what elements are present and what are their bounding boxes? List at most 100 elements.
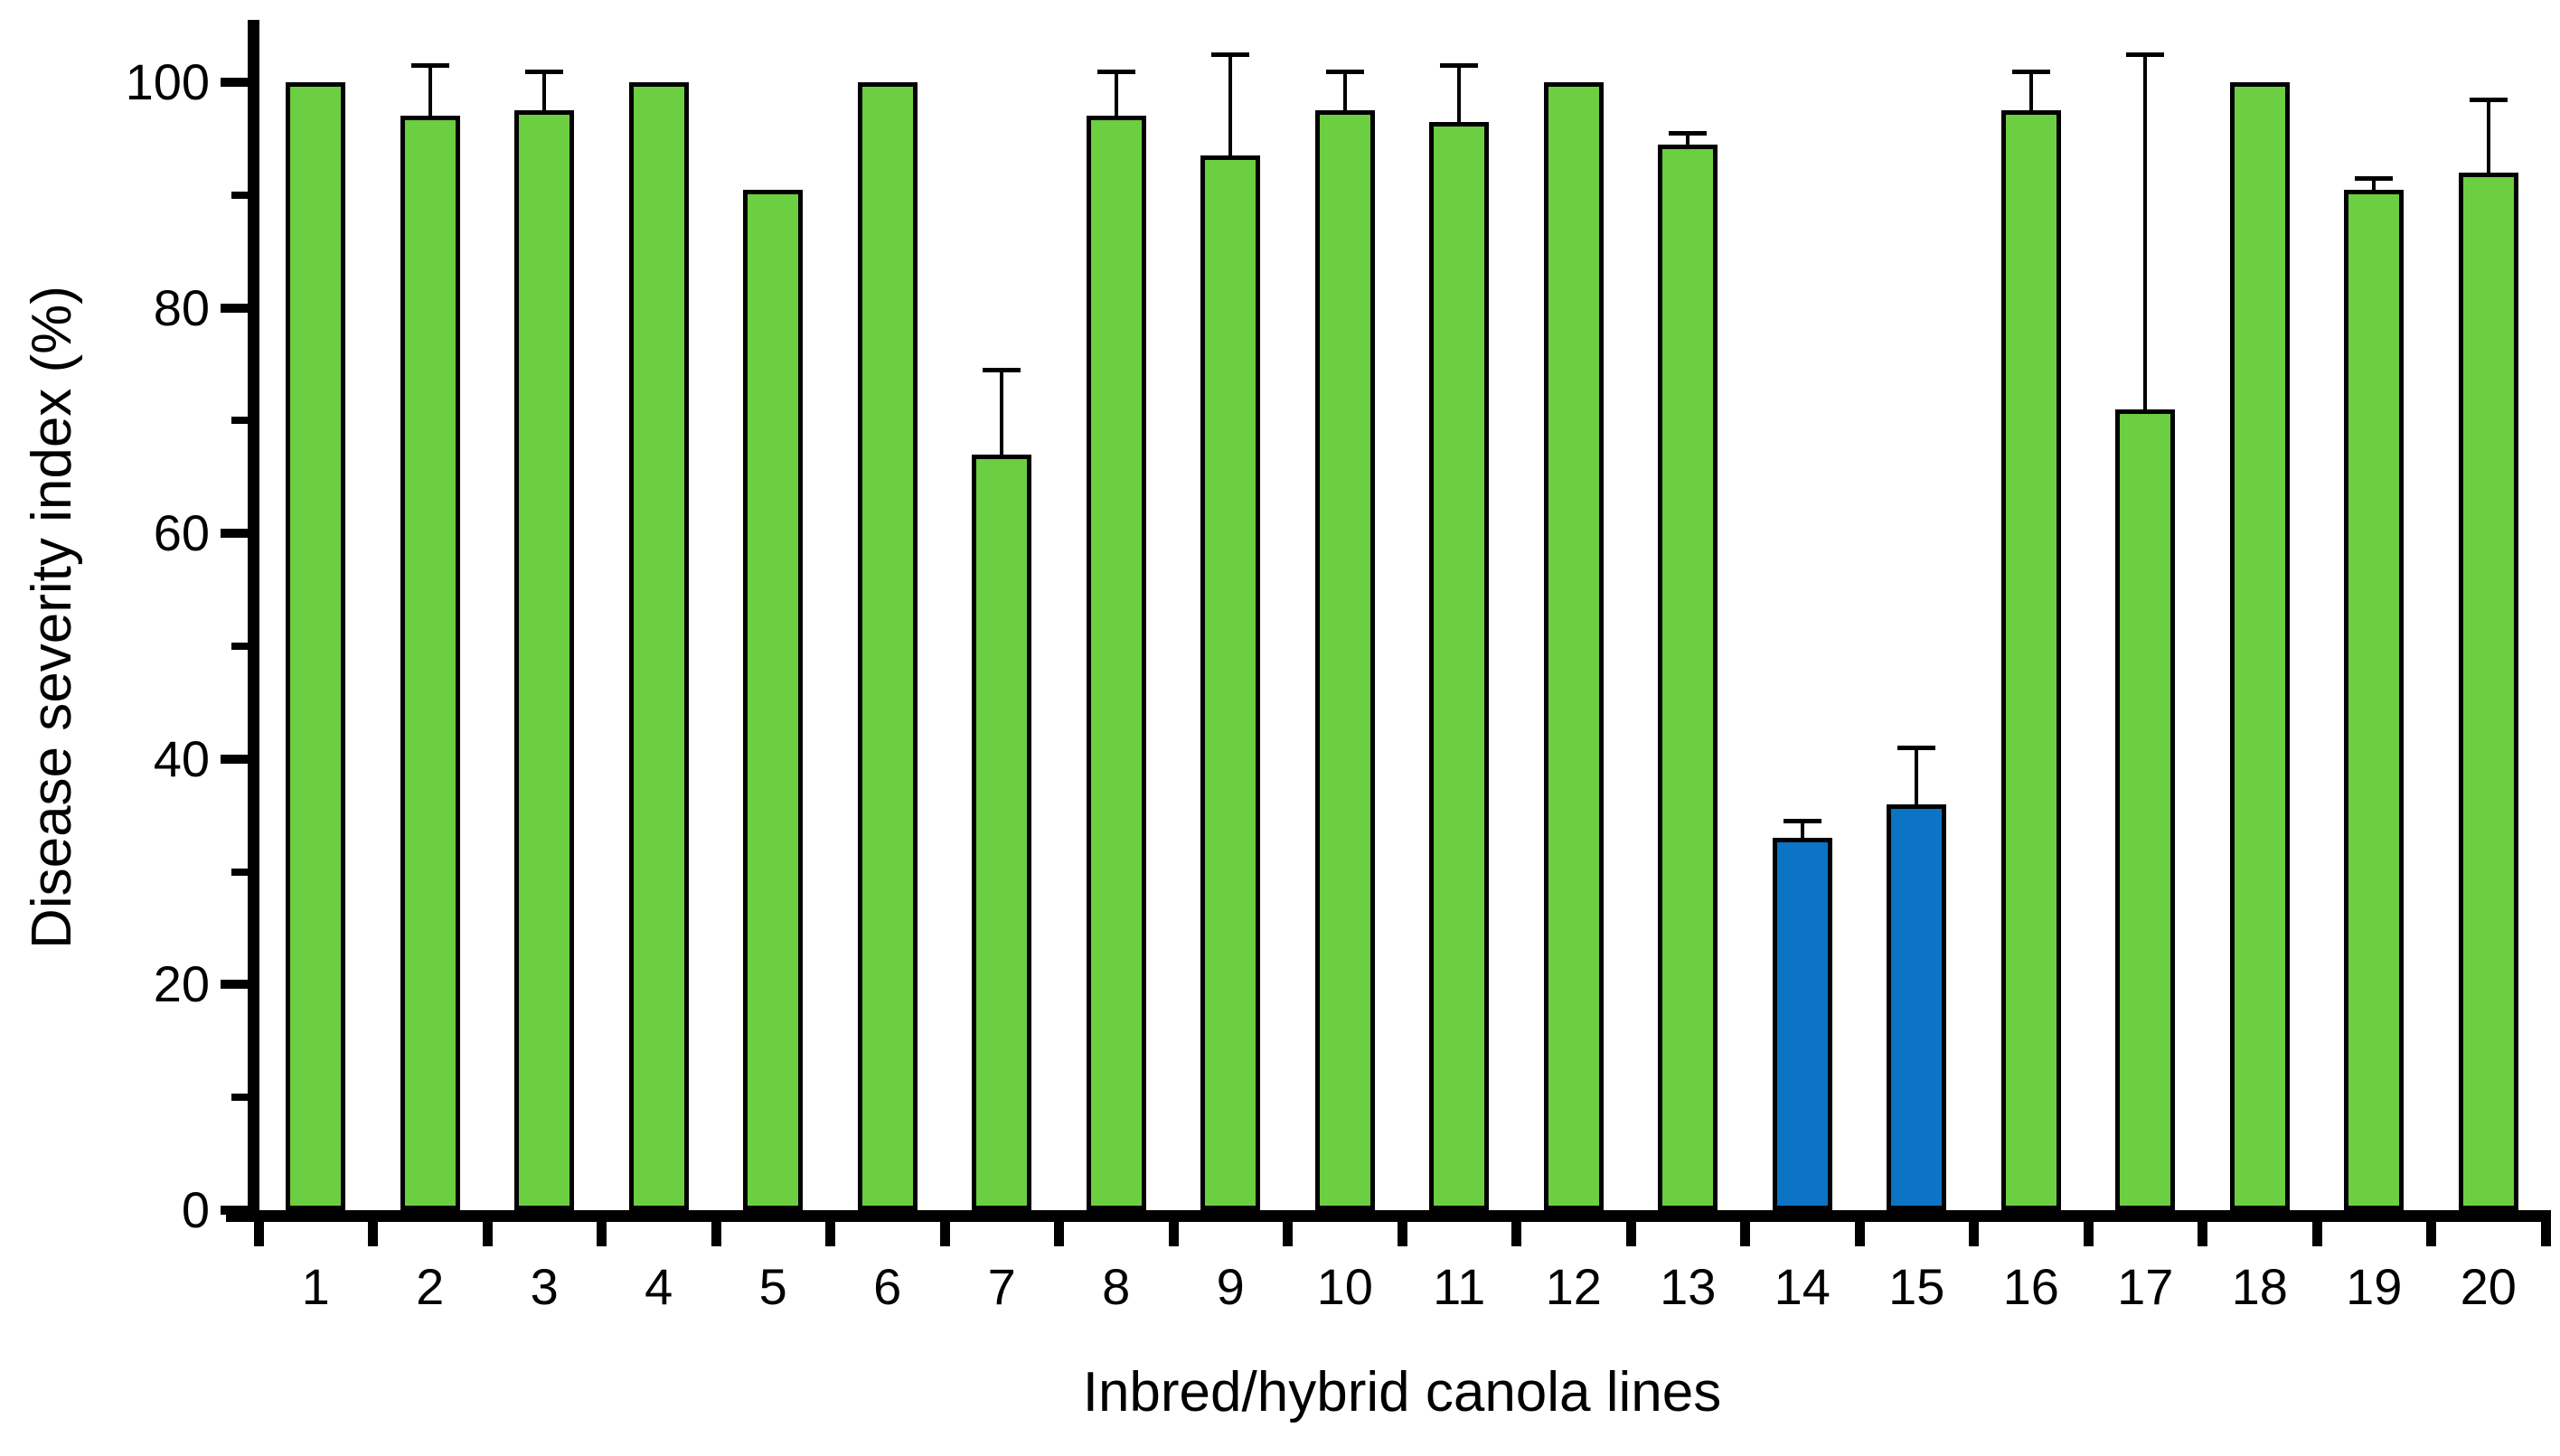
x-tick-label: 14 (1774, 1258, 1831, 1315)
y-major-tick (221, 754, 248, 764)
error-bar-cap (1897, 746, 1936, 751)
error-bar-line (1686, 133, 1690, 145)
y-axis-line (248, 20, 259, 1221)
x-boundary-tick (482, 1222, 493, 1246)
error-bar-line (1342, 70, 1347, 111)
x-tick-label: 11 (1433, 1258, 1486, 1315)
error-bar-cap (1096, 69, 1135, 74)
error-bar-cap (983, 368, 1021, 373)
error-bar-line (428, 65, 432, 117)
x-tick-label: 13 (1660, 1258, 1717, 1315)
bar (1200, 155, 1261, 1210)
x-tick-label: 2 (416, 1258, 445, 1315)
y-major-tick (221, 529, 248, 539)
x-tick-label: 12 (1545, 1258, 1602, 1315)
x-boundary-tick (1511, 1222, 1521, 1246)
x-tick-label: 19 (2346, 1258, 2403, 1315)
bar (2229, 82, 2290, 1210)
x-tick-label: 4 (645, 1258, 673, 1315)
bar (514, 110, 575, 1210)
error-bar-cap (2355, 176, 2394, 182)
y-tick-label: 40 (153, 729, 210, 787)
x-boundary-tick (2311, 1222, 2322, 1246)
x-boundary-tick (2083, 1222, 2094, 1246)
bar-highlighted (1772, 838, 1832, 1210)
error-bar-line (2486, 99, 2490, 173)
error-bar-cap (2126, 52, 2165, 57)
x-boundary-tick (368, 1222, 378, 1246)
bar (857, 82, 918, 1210)
error-bar-cap (1440, 63, 1479, 69)
bar (1314, 110, 1375, 1210)
y-minor-tick (231, 868, 248, 876)
x-tick-label: 10 (1316, 1258, 1373, 1315)
error-bar-line (1228, 53, 1233, 156)
x-boundary-tick (597, 1222, 607, 1246)
error-bar-line (542, 70, 547, 111)
x-axis-title: Inbred/hybrid canola lines (1082, 1361, 1722, 1423)
x-tick-label: 20 (2460, 1258, 2517, 1315)
x-boundary-tick (939, 1222, 950, 1246)
error-bar-cap (1783, 819, 1821, 824)
x-boundary-tick (825, 1222, 835, 1246)
x-tick-label: 17 (2117, 1258, 2174, 1315)
error-bar-line (2372, 178, 2376, 190)
y-major-tick (221, 303, 248, 313)
x-tick-label: 18 (2231, 1258, 2288, 1315)
error-bar-cap (2011, 69, 2050, 74)
bar (2000, 110, 2061, 1210)
error-bar-cap (1211, 52, 1250, 57)
x-tick-label: 9 (1216, 1258, 1245, 1315)
x-axis-line (226, 1210, 2551, 1222)
error-bar-line (2143, 53, 2148, 409)
error-bar-line (1915, 747, 1919, 804)
bar (2115, 409, 2176, 1210)
y-minor-tick (231, 191, 248, 199)
x-tick-label: 8 (1102, 1258, 1131, 1315)
x-tick-label: 1 (301, 1258, 330, 1315)
bar (400, 116, 460, 1210)
y-tick-label: 20 (153, 955, 210, 1013)
x-boundary-tick (1283, 1222, 1293, 1246)
x-boundary-tick (2426, 1222, 2436, 1246)
y-major-tick (221, 78, 248, 87)
x-boundary-tick (2198, 1222, 2207, 1246)
bar (1429, 121, 1490, 1210)
x-tick-label: 7 (987, 1258, 1016, 1315)
x-boundary-tick (1054, 1222, 1064, 1246)
x-boundary-tick (1397, 1222, 1407, 1246)
y-minor-tick (231, 643, 248, 650)
x-tick-label: 16 (2002, 1258, 2059, 1315)
bar (1658, 144, 1718, 1210)
error-bar-cap (1669, 131, 1708, 136)
bar (628, 82, 689, 1210)
x-tick-label: 5 (758, 1258, 787, 1315)
error-bar-cap (1325, 69, 1364, 74)
bar (743, 189, 804, 1210)
error-bar-line (1457, 65, 1462, 122)
y-minor-tick (231, 1094, 248, 1102)
x-tick-label: 3 (530, 1258, 559, 1315)
x-boundary-tick (1625, 1222, 1636, 1246)
y-tick-label: 80 (153, 278, 210, 336)
x-boundary-tick (253, 1222, 264, 1246)
bar-highlighted (1887, 803, 1947, 1210)
error-bar-line (2028, 70, 2033, 111)
x-boundary-tick (1168, 1222, 1179, 1246)
error-bar-cap (525, 69, 564, 74)
y-tick-label: 60 (153, 504, 210, 562)
error-bar-cap (2469, 97, 2508, 102)
x-tick-label: 15 (1888, 1258, 1945, 1315)
x-boundary-tick (1854, 1222, 1865, 1246)
error-bar-line (1000, 370, 1004, 455)
x-boundary-tick (2540, 1222, 2551, 1246)
y-tick-label: 0 (181, 1181, 210, 1238)
error-bar-line (1114, 70, 1118, 117)
y-tick-label: 100 (125, 53, 210, 110)
x-boundary-tick (711, 1222, 721, 1246)
error-bar-line (1800, 821, 1804, 839)
bar (972, 454, 1032, 1210)
y-major-tick (221, 1206, 248, 1215)
x-tick-label: 6 (873, 1258, 902, 1315)
